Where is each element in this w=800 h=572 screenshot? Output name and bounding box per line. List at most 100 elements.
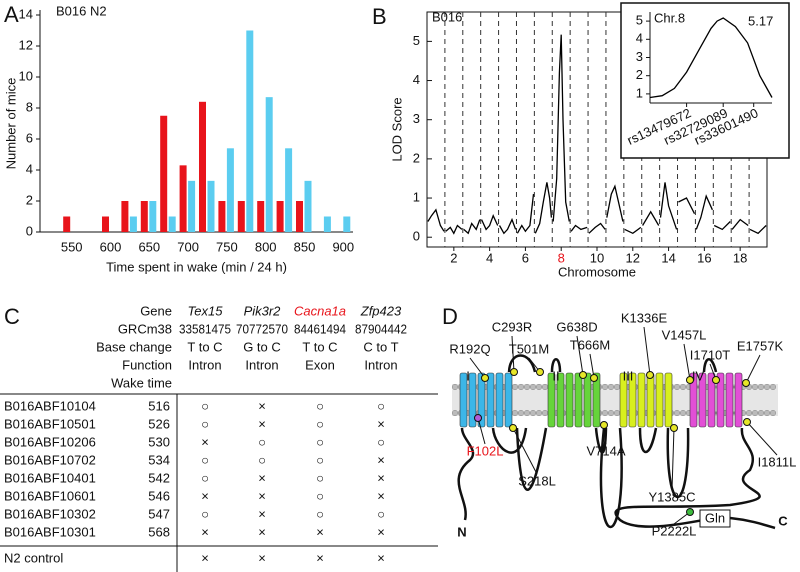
- protein-chain: [457, 354, 776, 530]
- leader-line: [745, 354, 761, 384]
- helix: [556, 372, 565, 428]
- lipid-head: [529, 383, 537, 391]
- x-tick-label: 4: [486, 250, 493, 265]
- annotation: B016: [432, 9, 462, 24]
- x-tick-label: 700: [177, 239, 199, 254]
- helix: [592, 372, 601, 428]
- genotype-mark: ○: [201, 416, 209, 431]
- mutation-site: [712, 376, 720, 384]
- helix: [734, 372, 743, 428]
- wake-time: 516: [148, 398, 170, 413]
- y-tick-label: 2: [636, 67, 643, 82]
- genotype-mark: ×: [377, 550, 385, 565]
- bar: [276, 201, 284, 232]
- inset-title: Chr.8: [654, 10, 685, 25]
- helix: [637, 372, 646, 428]
- mutation-label: T666M: [570, 337, 610, 352]
- genotype-mark: ×: [316, 550, 324, 565]
- lipid-head: [607, 383, 615, 391]
- y-tick-label: 4: [26, 161, 33, 176]
- mutation-site: [590, 374, 598, 382]
- genotype-mark: ×: [258, 398, 266, 413]
- genotype-mark: ×: [258, 488, 266, 503]
- leader-line: [746, 421, 778, 456]
- mutation-label: V714A: [586, 443, 625, 458]
- lipid-head: [601, 409, 609, 417]
- lipid-head: [745, 409, 753, 417]
- x-tick-label: 16: [697, 250, 711, 265]
- lipid-head: [511, 383, 519, 391]
- genotype-mark: ○: [316, 434, 324, 449]
- genotype-mark: ○: [201, 506, 209, 521]
- y-tick-label: 2: [413, 150, 420, 165]
- y-tick-label: 3: [636, 49, 643, 64]
- row-id: B016ABF10206: [4, 434, 96, 449]
- genotype-mark: ×: [201, 434, 209, 449]
- wake-time: 547: [148, 506, 170, 521]
- genotype-mark: ×: [201, 550, 209, 565]
- bar: [121, 201, 129, 232]
- bar: [63, 216, 71, 232]
- y-tick-label: 0: [413, 229, 420, 244]
- helix: [716, 372, 725, 428]
- repeat-label: Gln: [705, 510, 725, 525]
- mutation-site: [509, 424, 517, 432]
- leader-line: [469, 357, 486, 379]
- terminus-label: N: [457, 524, 466, 539]
- genotype-mark: ○: [316, 398, 324, 413]
- x-axis-label: Chromosome: [558, 264, 636, 279]
- lod-line: [427, 34, 767, 235]
- gene-name: Tex15: [188, 303, 224, 318]
- lipid-head: [511, 409, 519, 417]
- genotype-mark: ○: [258, 434, 266, 449]
- gene-name: Pik3r2: [244, 303, 282, 318]
- lod-line: [649, 17, 773, 99]
- wake-time: 526: [148, 416, 170, 431]
- genotype-mark: ○: [258, 452, 266, 467]
- genotype-mark: ×: [377, 470, 385, 485]
- domain-label: III: [623, 368, 634, 383]
- x-tick-label: 550: [61, 239, 83, 254]
- helix: [646, 372, 655, 428]
- y-axis-label: Number of mice: [3, 78, 18, 170]
- helix: [689, 372, 698, 428]
- genotype-mark: ×: [316, 524, 324, 539]
- mutation-site: [510, 368, 518, 376]
- panel-letter: A: [4, 2, 19, 27]
- header-label: Wake time: [111, 375, 172, 390]
- genotype-mark: ○: [377, 434, 385, 449]
- row-id: N2 control: [4, 550, 63, 565]
- lipid-head: [535, 383, 543, 391]
- mutation-site: [579, 371, 587, 379]
- mutation-label: K1336E: [621, 310, 668, 325]
- mutation-label: I1710T: [690, 347, 731, 362]
- bar: [102, 216, 109, 232]
- genotype-mark: ×: [377, 416, 385, 431]
- lipid-head: [517, 383, 525, 391]
- row-id: B016ABF10104: [4, 398, 96, 413]
- annotation: 5.17: [748, 13, 773, 28]
- helix: [565, 372, 574, 428]
- bar: [207, 180, 215, 232]
- genotype-mark: ×: [258, 416, 266, 431]
- y-tick-label: 1: [636, 85, 643, 100]
- mutation-label: Y1385C: [649, 489, 696, 504]
- genotype-mark: ○: [316, 506, 324, 521]
- x-tick-label: 650: [138, 239, 160, 254]
- genotype-mark: ×: [258, 506, 266, 521]
- panel-letter: C: [4, 304, 20, 329]
- genotype-mark: ×: [377, 488, 385, 503]
- leader-line: [683, 343, 691, 381]
- genotype-mark: ○: [316, 470, 324, 485]
- genotype-mark: ×: [377, 452, 385, 467]
- mutation-site: [600, 421, 608, 429]
- column-cell: 70772570: [236, 321, 288, 336]
- header-label: Gene: [140, 303, 172, 318]
- domain-label: II: [552, 368, 559, 383]
- bar: [168, 216, 176, 232]
- column-cell: C to T: [363, 339, 398, 354]
- leader-line: [511, 335, 515, 373]
- lipid-head: [757, 383, 765, 391]
- lipid-head: [757, 409, 765, 417]
- helix: [468, 372, 477, 428]
